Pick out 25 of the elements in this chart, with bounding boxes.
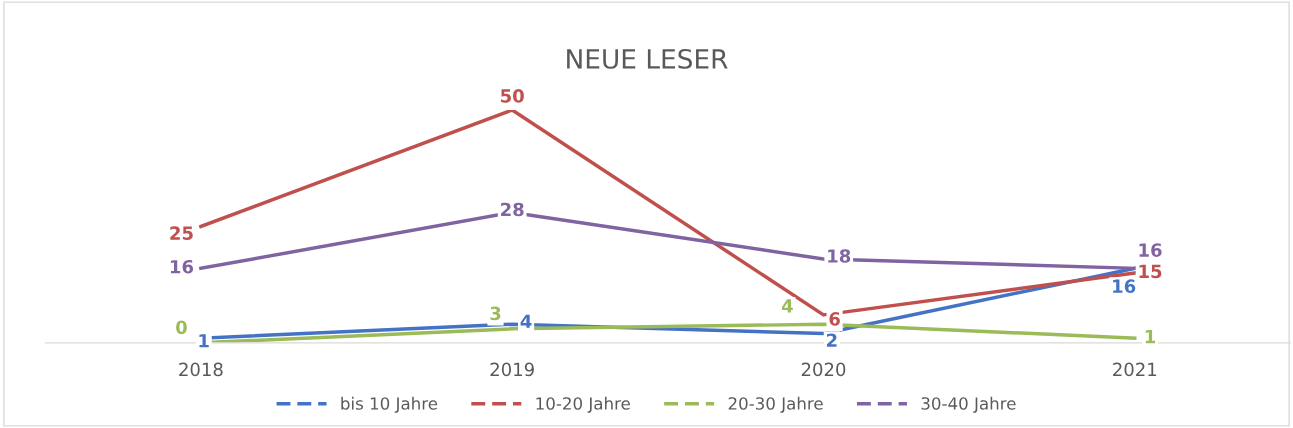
legend-label: 20-30 Jahre — [728, 396, 823, 413]
data-label: 15 — [1139, 264, 1162, 279]
data-label: 16 — [170, 259, 194, 274]
data-label: 16 — [1113, 279, 1136, 294]
data-label: 18 — [828, 249, 851, 263]
data-label: 1 — [199, 334, 209, 348]
legend-label: bis 10 Jahre — [341, 396, 438, 413]
chart-title: NEUE LESER — [567, 48, 728, 69]
data-label: 25 — [170, 226, 193, 240]
x-tick-label: 2021 — [1113, 362, 1157, 377]
data-label: 2 — [826, 333, 837, 347]
x-tick-label: 2020 — [801, 362, 846, 377]
data-label: 4 — [781, 299, 793, 313]
data-label: 0 — [176, 320, 187, 335]
data-label: 16 — [1139, 243, 1162, 257]
data-label: 3 — [490, 306, 501, 321]
x-tick-label: 2018 — [179, 362, 223, 377]
data-label: 1 — [1145, 329, 1156, 344]
data-label: 6 — [829, 312, 840, 326]
x-tick-label: 2019 — [490, 362, 534, 377]
data-label: 4 — [520, 314, 532, 328]
legend-label: 10-20 Jahre — [536, 396, 630, 413]
data-label: 50 — [501, 89, 524, 103]
legend-label: 30-40 Jahre — [921, 396, 1016, 413]
data-label: 28 — [501, 202, 524, 217]
